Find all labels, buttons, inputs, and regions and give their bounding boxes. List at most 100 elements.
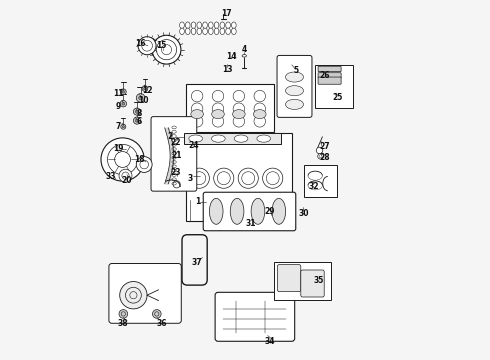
Text: 19: 19: [113, 144, 123, 153]
Text: 34: 34: [265, 338, 275, 346]
FancyBboxPatch shape: [151, 117, 197, 191]
Ellipse shape: [203, 22, 207, 28]
Circle shape: [119, 310, 127, 318]
Text: 2: 2: [168, 132, 173, 141]
Ellipse shape: [208, 22, 213, 28]
FancyBboxPatch shape: [277, 265, 301, 292]
Ellipse shape: [286, 99, 303, 109]
Text: 27: 27: [319, 143, 329, 152]
Circle shape: [136, 94, 145, 102]
Ellipse shape: [251, 198, 265, 224]
Ellipse shape: [189, 135, 202, 142]
Ellipse shape: [212, 110, 224, 119]
Text: 37: 37: [191, 258, 202, 266]
Circle shape: [121, 124, 126, 129]
Text: 21: 21: [172, 151, 182, 160]
Circle shape: [139, 96, 143, 100]
Circle shape: [122, 102, 125, 105]
Ellipse shape: [214, 28, 219, 35]
Ellipse shape: [253, 110, 266, 119]
Ellipse shape: [231, 28, 236, 35]
Text: 10: 10: [138, 96, 149, 105]
Ellipse shape: [220, 22, 224, 28]
Bar: [315, 65, 353, 108]
Ellipse shape: [242, 55, 246, 57]
Text: 36: 36: [156, 320, 167, 328]
Text: 6: 6: [137, 117, 142, 126]
FancyBboxPatch shape: [215, 292, 294, 341]
Bar: [274, 262, 331, 300]
FancyBboxPatch shape: [109, 264, 181, 323]
Text: 15: 15: [156, 41, 167, 50]
FancyBboxPatch shape: [318, 66, 341, 72]
Ellipse shape: [286, 86, 303, 96]
Ellipse shape: [234, 135, 248, 142]
FancyBboxPatch shape: [186, 133, 292, 221]
Text: 38: 38: [118, 320, 129, 328]
Circle shape: [316, 147, 323, 154]
Ellipse shape: [208, 28, 213, 35]
Circle shape: [122, 90, 124, 93]
Ellipse shape: [191, 110, 203, 119]
Text: 29: 29: [264, 207, 275, 216]
Circle shape: [144, 87, 146, 90]
Text: 7: 7: [116, 122, 121, 131]
Text: 20: 20: [122, 176, 132, 185]
Ellipse shape: [203, 28, 207, 35]
Text: 26: 26: [319, 71, 329, 80]
Ellipse shape: [191, 22, 196, 28]
FancyBboxPatch shape: [277, 55, 312, 117]
Text: 13: 13: [222, 66, 232, 75]
Text: 22: 22: [171, 138, 181, 147]
Text: 17: 17: [221, 9, 232, 18]
Circle shape: [120, 282, 147, 309]
FancyBboxPatch shape: [186, 84, 274, 132]
Ellipse shape: [257, 135, 270, 142]
Ellipse shape: [220, 28, 224, 35]
Circle shape: [122, 126, 124, 128]
Circle shape: [119, 169, 132, 182]
Ellipse shape: [212, 135, 225, 142]
Circle shape: [138, 37, 156, 55]
Text: 28: 28: [319, 153, 329, 162]
Circle shape: [101, 138, 144, 181]
Text: 5: 5: [294, 66, 299, 75]
Circle shape: [133, 117, 141, 124]
Ellipse shape: [272, 198, 286, 224]
Ellipse shape: [231, 22, 236, 28]
Circle shape: [152, 310, 161, 318]
Text: 35: 35: [314, 276, 324, 285]
Circle shape: [135, 119, 139, 122]
FancyBboxPatch shape: [318, 73, 341, 78]
Text: 12: 12: [143, 86, 153, 95]
Text: 24: 24: [189, 141, 199, 150]
Ellipse shape: [226, 28, 230, 35]
FancyBboxPatch shape: [184, 133, 281, 144]
Ellipse shape: [180, 28, 184, 35]
Circle shape: [318, 153, 323, 159]
Circle shape: [142, 86, 148, 91]
Ellipse shape: [214, 22, 219, 28]
Text: 9: 9: [116, 102, 121, 111]
Ellipse shape: [226, 22, 230, 28]
Text: 4: 4: [241, 45, 246, 54]
Text: 14: 14: [226, 53, 237, 62]
Ellipse shape: [197, 22, 201, 28]
Circle shape: [136, 157, 152, 172]
Ellipse shape: [233, 110, 245, 119]
Circle shape: [120, 100, 126, 107]
Circle shape: [135, 110, 139, 113]
Text: 11: 11: [113, 89, 123, 98]
Text: 8: 8: [137, 109, 142, 117]
Text: 31: 31: [245, 219, 256, 228]
Ellipse shape: [209, 198, 223, 224]
Ellipse shape: [191, 28, 196, 35]
Text: 30: 30: [298, 209, 309, 217]
Text: 16: 16: [135, 39, 146, 48]
Ellipse shape: [180, 22, 184, 28]
Ellipse shape: [286, 72, 303, 82]
Text: 1: 1: [196, 197, 201, 206]
Bar: [304, 165, 337, 197]
Circle shape: [152, 35, 181, 64]
Ellipse shape: [197, 28, 201, 35]
